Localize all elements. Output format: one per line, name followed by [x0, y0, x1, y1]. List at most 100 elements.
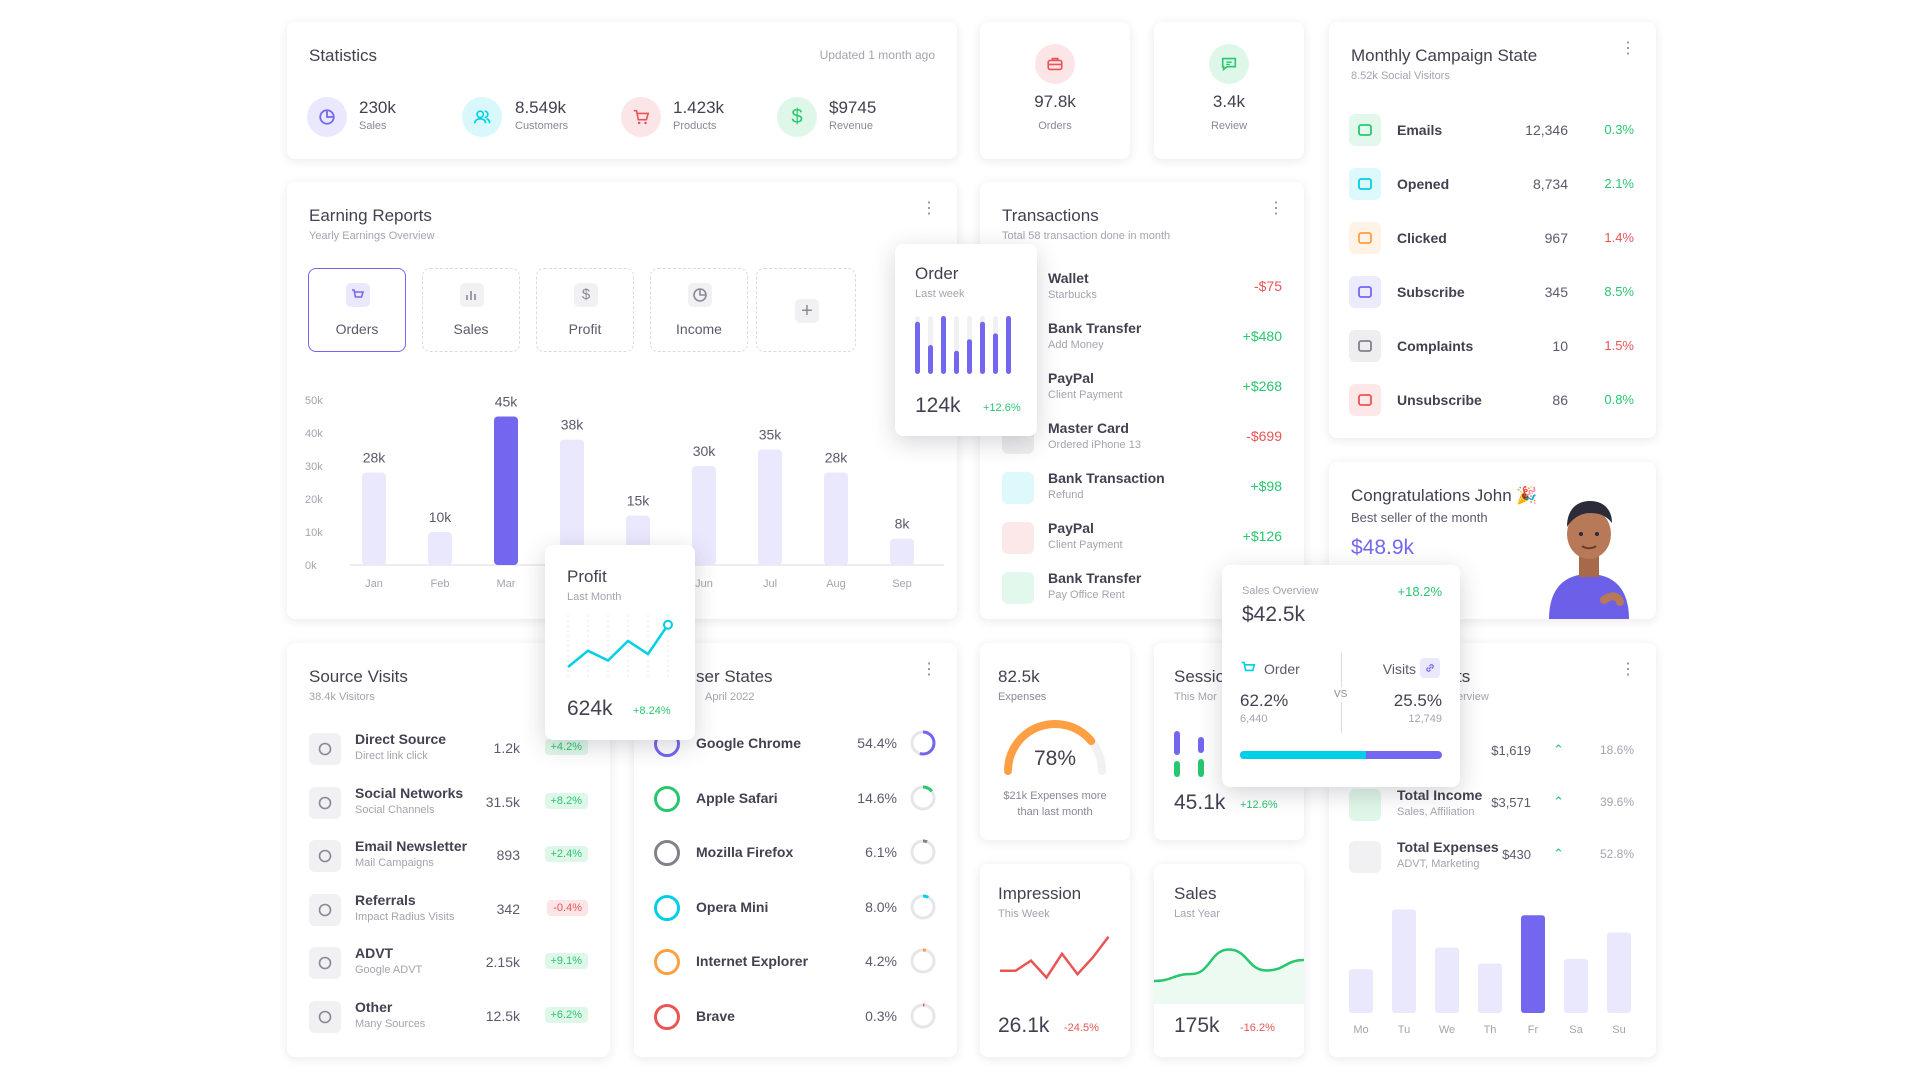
briefcase-icon	[1035, 44, 1075, 84]
source-name: Social Networks	[355, 784, 464, 801]
browser-share-ring	[910, 948, 936, 974]
browser-share-ring	[910, 785, 936, 810]
congratulations-card: Congratulations John 🎉 Best seller of th…	[1329, 462, 1656, 619]
order-percent: 62.2%	[1240, 691, 1289, 710]
campaign-name: Subscribe	[1397, 284, 1465, 300]
report-amount: $3,571	[1491, 795, 1531, 810]
stat-products-label: Products	[673, 120, 717, 132]
tab-profit[interactable]: $ Profit	[536, 268, 634, 352]
order-float-card: Order Last week 124k +12.6%	[895, 244, 1037, 436]
transaction-name: Bank Transaction	[1048, 470, 1165, 486]
transactions-subtitle: Total 58 transaction done in month	[1002, 230, 1171, 242]
bar-sep[interactable]	[890, 538, 914, 565]
congrats-title: Congratulations John 🎉	[1351, 486, 1538, 505]
bar-data-label: 28k	[825, 450, 849, 466]
campaign-percent: 8.5%	[1604, 284, 1634, 299]
more-menu-icon[interactable]: ⋮	[1620, 661, 1636, 678]
earning-subtitle: Yearly Earnings Overview	[309, 230, 435, 242]
orders-card: 97.8k Orders	[980, 22, 1130, 159]
transaction-sub: Add Money	[1048, 339, 1104, 351]
weekly-bar-chart: Mo Tu We Th Fr Sa Su	[1349, 909, 1631, 1036]
transaction-amount: +$480	[1242, 328, 1282, 344]
session-bar	[1198, 737, 1204, 753]
expenses-label: Expenses	[998, 691, 1047, 703]
x-tick-label: Fr	[1528, 1024, 1539, 1036]
sales-subtitle: Last Year	[1174, 908, 1220, 920]
tab-orders[interactable]: Orders	[308, 268, 406, 352]
more-menu-icon[interactable]: ⋮	[1620, 40, 1636, 57]
bar	[1006, 316, 1011, 374]
bar-data-label: 38k	[561, 417, 585, 433]
transaction-name: Bank Transfer	[1048, 320, 1142, 336]
y-tick-label: 10k	[305, 527, 323, 539]
transaction-icon	[1002, 472, 1034, 504]
bar-sa[interactable]	[1564, 958, 1588, 1013]
bar-aug[interactable]	[824, 472, 848, 565]
order-label: Order	[1264, 661, 1300, 677]
order-float-change: +12.6%	[983, 402, 1021, 414]
transaction-amount: -$75	[1253, 278, 1282, 294]
bar	[915, 321, 920, 374]
bar-we[interactable]	[1435, 947, 1459, 1013]
y-tick-label: 20k	[305, 494, 323, 506]
more-menu-icon[interactable]: ⋮	[921, 200, 937, 217]
bar-data-label: 30k	[693, 443, 717, 459]
expenses-gauge-fill	[1004, 720, 1096, 775]
bar-apr[interactable]	[560, 439, 584, 565]
expenses-gauge	[1004, 720, 1106, 775]
pie-chart-icon	[307, 97, 347, 137]
source-icon	[309, 786, 341, 819]
x-tick-label: Mo	[1353, 1024, 1368, 1036]
bar-su[interactable]	[1607, 932, 1631, 1014]
stat-revenue-value: $9745	[829, 98, 877, 117]
bar-feb[interactable]	[428, 532, 452, 565]
visits-label: Visits	[1382, 661, 1416, 677]
bar-jan[interactable]	[362, 472, 386, 565]
bar-fr[interactable]	[1521, 915, 1545, 1013]
transaction-sub: Client Payment	[1048, 389, 1123, 401]
campaign-subtitle: 8.52k Social Visitors	[1351, 70, 1450, 82]
users-icon	[462, 97, 502, 137]
tab-sales[interactable]: Sales	[422, 268, 520, 352]
bar-mar[interactable]	[494, 416, 518, 566]
x-tick-label: Th	[1484, 1024, 1497, 1036]
review-card: 3.4k Review	[1154, 22, 1304, 159]
more-menu-icon[interactable]: ⋮	[921, 661, 937, 678]
session-title: Sessio	[1174, 667, 1226, 686]
profit-float-title: Profit	[567, 567, 607, 586]
y-tick-label: 0k	[305, 560, 317, 572]
report-trend-icon: ⌃	[1553, 742, 1564, 757]
browser-logo-icon	[654, 894, 680, 921]
bar-jun[interactable]	[692, 466, 716, 565]
report-trend-icon: ⌃	[1553, 794, 1564, 809]
bar-th[interactable]	[1478, 963, 1502, 1013]
bar	[967, 339, 972, 374]
x-tick-label: Jan	[365, 578, 383, 590]
bar-mo[interactable]	[1349, 969, 1373, 1013]
sales-value: 175k	[1174, 1014, 1220, 1037]
x-tick-label: Aug	[826, 578, 846, 590]
transaction-amount: -$699	[1246, 428, 1282, 444]
campaign-count: 10	[1552, 338, 1568, 354]
transaction-name: Bank Transfer	[1048, 570, 1142, 586]
impression-subtitle: This Week	[998, 908, 1050, 920]
tab-income[interactable]: Income	[650, 268, 748, 352]
bar-jul[interactable]	[758, 449, 782, 566]
x-tick-label: We	[1439, 1024, 1455, 1036]
browser-percent: 6.1%	[865, 844, 897, 860]
order-float-subtitle: Last week	[915, 288, 965, 300]
bar-tu[interactable]	[1392, 909, 1416, 1014]
impression-line-chart	[1000, 936, 1110, 980]
add-tab-button[interactable]: +	[756, 268, 856, 352]
campaign-percent: 0.8%	[1604, 392, 1634, 407]
campaign-name: Complaints	[1397, 338, 1474, 354]
report-name: Total Income	[1397, 787, 1483, 803]
report-percent: 18.6%	[1599, 743, 1634, 757]
sales-card: Sales Last Year 175k -16.2%	[1154, 864, 1304, 1057]
more-menu-icon[interactable]: ⋮	[1268, 200, 1284, 217]
bar	[980, 321, 985, 374]
browser-name: Apple Safari	[696, 789, 778, 806]
stat-sales-label: Sales	[359, 120, 387, 132]
order-count: 6,440	[1240, 713, 1268, 725]
bar-data-label: 8k	[895, 516, 911, 532]
